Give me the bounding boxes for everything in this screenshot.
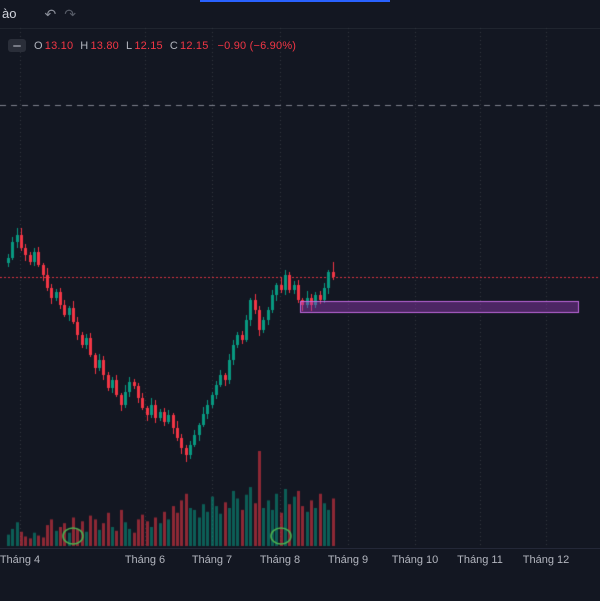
- open-value: 13.10: [44, 39, 74, 52]
- x-axis-label: Tháng 9: [327, 554, 369, 566]
- top-toolbar: ào ↶ ↷: [0, 0, 600, 29]
- low-value: 12.15: [134, 39, 163, 52]
- open-field: O 13.10: [34, 40, 73, 52]
- open-label: O: [34, 39, 43, 52]
- toolbar-partial-text: ào: [2, 6, 17, 21]
- close-label: C: [169, 39, 178, 52]
- x-axis-label: Tháng 10: [391, 554, 439, 566]
- legend-toggle-icon[interactable]: [8, 39, 26, 52]
- low-field: L 12.15: [126, 40, 163, 52]
- time-axis[interactable]: Tháng 4 Tháng 6 Tháng 7 Tháng 8 Tháng 9 Tháng…: [0, 548, 600, 601]
- redo-icon: ↷: [64, 6, 76, 22]
- undo-icon: ↶: [44, 6, 57, 22]
- x-axis-label: Tháng 8: [259, 554, 301, 566]
- top-accent-bar: [200, 0, 390, 2]
- low-label: L: [125, 39, 133, 52]
- undo-button[interactable]: ↶: [40, 0, 60, 28]
- change-value: −0.90 (−6.90%): [217, 39, 297, 52]
- redo-button[interactable]: ↷: [60, 0, 80, 28]
- x-axis-label: Tháng 4: [0, 554, 41, 566]
- x-axis-label: Tháng 6: [124, 554, 166, 566]
- x-axis-label: Tháng 11: [457, 554, 503, 566]
- x-axis-label: Tháng 12: [522, 554, 570, 566]
- ohlc-legend: O 13.10 H 13.80 L 12.15 C 12.15 −0.90 (−…: [8, 39, 296, 52]
- close-value: 12.15: [180, 39, 209, 52]
- close-field: C 12.15: [170, 40, 209, 52]
- x-axis-label: Tháng 7: [191, 554, 233, 566]
- high-label: H: [80, 39, 89, 52]
- high-field: H 13.80: [80, 40, 119, 52]
- dash-glyph: [13, 44, 21, 47]
- high-value: 13.80: [90, 39, 119, 52]
